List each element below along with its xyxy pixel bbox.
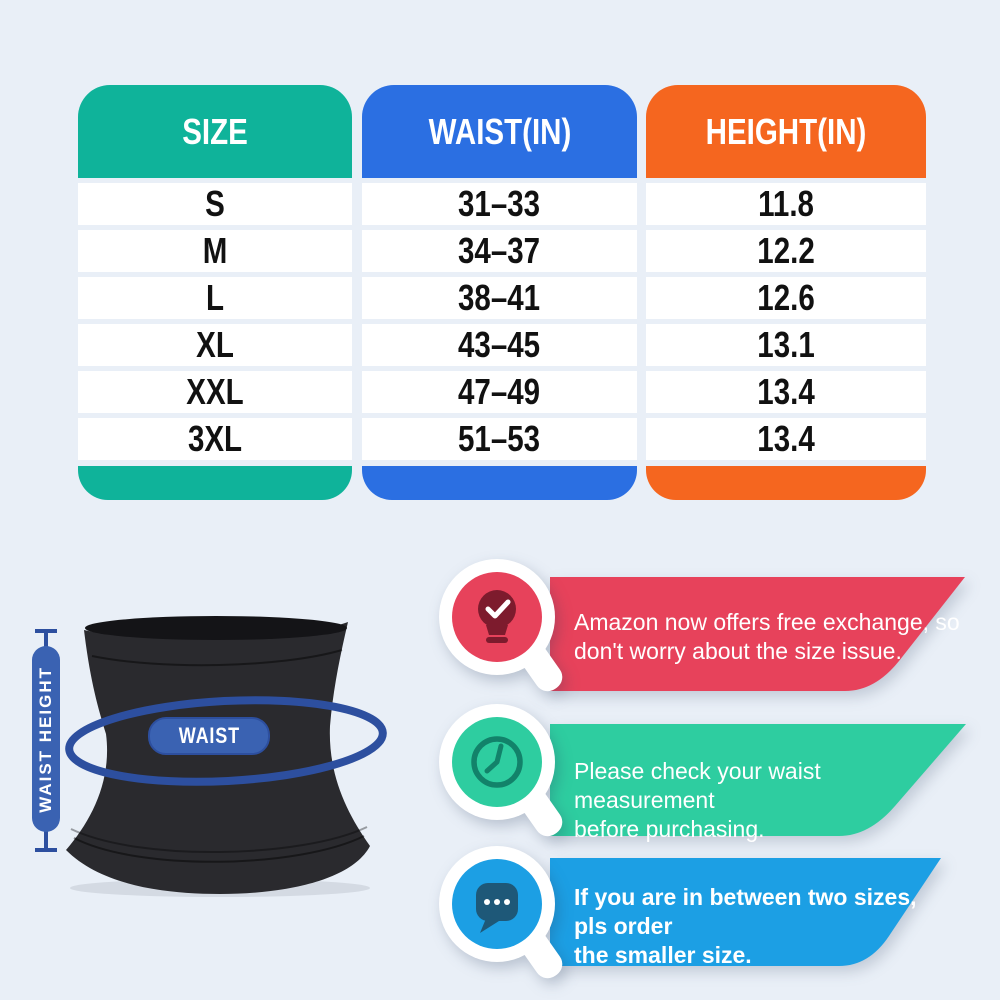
table-cell: 12.2 <box>646 230 926 272</box>
column-header-size: SIZE <box>78 85 352 178</box>
table-column-height: HEIGHT(IN) 11.8 12.2 12.6 13.1 13.4 13.4 <box>646 85 926 500</box>
waist-label-pill: WAIST <box>148 717 270 755</box>
column-header-waist: WAIST(IN) <box>362 85 637 178</box>
column-footer-cap <box>646 466 926 500</box>
callout-icon-badge <box>439 559 563 692</box>
table-cell: S <box>78 183 352 225</box>
table-cell: 34–37 <box>362 230 637 272</box>
table-cell: 11.8 <box>646 183 926 225</box>
callout-text: If you are in between two sizes, pls ord… <box>574 884 917 968</box>
waist-height-label-pill: WAIST HEIGHT <box>32 646 60 832</box>
table-cell: XL <box>78 324 352 366</box>
garment-opening <box>85 616 347 640</box>
table-cell: M <box>78 230 352 272</box>
callout-check-measurement: Please check your waist measurement befo… <box>550 724 966 842</box>
table-cell: 13.1 <box>646 324 926 366</box>
table-cell: XXL <box>78 371 352 413</box>
lightbulb-check-icon <box>478 590 516 643</box>
callout-ribbon <box>550 724 966 836</box>
callout-text: Amazon now offers free exchange, so don'… <box>574 609 960 664</box>
waist-label: WAIST <box>178 723 240 748</box>
callout-icon-badge <box>439 704 563 837</box>
table-cell: 12.6 <box>646 277 926 319</box>
callout-free-exchange: Amazon now offers free exchange, so don'… <box>550 577 965 691</box>
table-column-waist: WAIST(IN) 31–33 34–37 38–41 43–45 47–49 … <box>362 85 637 500</box>
clock-icon <box>471 736 523 788</box>
column-footer-cap <box>78 466 352 500</box>
waist-height-label: WAIST HEIGHT <box>36 665 55 813</box>
column-footer-cap <box>362 466 637 500</box>
table-column-size: SIZE S M L XL XXL 3XL <box>78 85 352 500</box>
column-header-height: HEIGHT(IN) <box>646 85 926 178</box>
callout-between-sizes: If you are in between two sizes, pls ord… <box>550 858 941 968</box>
table-cell: 13.4 <box>646 418 926 460</box>
garment-body <box>66 622 370 894</box>
table-cell: L <box>78 277 352 319</box>
callout-icon-badge <box>439 846 563 979</box>
table-cell: 31–33 <box>362 183 637 225</box>
table-cell: 43–45 <box>362 324 637 366</box>
height-ruler-top-mark <box>35 629 57 633</box>
table-cell: 38–41 <box>362 277 637 319</box>
waist-trainer-image <box>65 616 387 897</box>
table-cell: 13.4 <box>646 371 926 413</box>
callout-ribbon <box>550 858 941 966</box>
chat-dots-icon <box>476 883 518 933</box>
table-cell: 3XL <box>78 418 352 460</box>
callout-ribbon <box>550 577 965 691</box>
tape-ring-ellipse <box>65 696 387 786</box>
height-ruler-bottom-mark <box>35 848 57 852</box>
callout-text: Please check your waist measurement befo… <box>574 758 821 842</box>
table-cell: 51–53 <box>362 418 637 460</box>
table-cell: 47–49 <box>362 371 637 413</box>
